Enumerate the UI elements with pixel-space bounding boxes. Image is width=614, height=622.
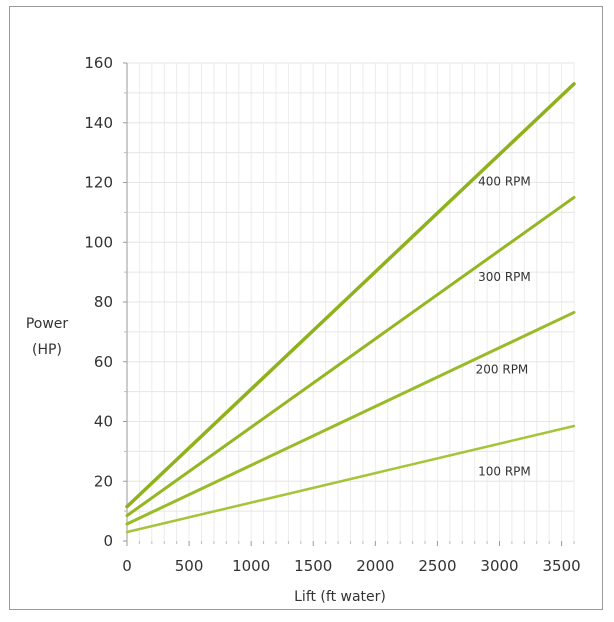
y-tick-label: 0: [103, 532, 113, 550]
y-axis-title-line-2: (HP): [32, 342, 62, 358]
x-tick-label: 2000: [356, 557, 394, 575]
series-line-100-rpm: [125, 424, 576, 534]
x-axis-ticks: 0 500 1000 1500 2000 2500 3000 3500: [122, 541, 581, 575]
y-tick-label: 120: [84, 174, 113, 192]
x-tick-label: 3500: [542, 557, 580, 575]
series-lines: [125, 82, 576, 534]
series-label-100-rpm: 100 RPM: [478, 464, 531, 478]
series-label-400-rpm: 400 RPM: [478, 174, 531, 188]
x-tick-label: 3000: [480, 557, 518, 575]
series-labels: 400 RPM 300 RPM 200 RPM 100 RPM: [476, 174, 531, 478]
x-tick-label: 0: [122, 557, 132, 575]
x-axis-title: Lift (ft water): [294, 589, 386, 605]
y-tick-label: 40: [94, 413, 113, 431]
y-tick-label: 20: [94, 472, 113, 490]
chart-frame: 0 500 1000 1500 2000 2500 3000 3500 0 20 40 60 80 10…: [9, 6, 603, 610]
y-tick-label: 160: [84, 54, 113, 72]
series-line-400-rpm: [125, 82, 576, 509]
x-tick-label: 500: [175, 557, 204, 575]
y-tick-label: 100: [84, 233, 113, 251]
x-tick-label: 1000: [232, 557, 270, 575]
y-tick-label: 60: [94, 353, 113, 371]
series-label-300-rpm: 300 RPM: [478, 270, 531, 284]
x-tick-label: 1500: [294, 557, 332, 575]
x-tick-label: 2500: [418, 557, 456, 575]
series-label-200-rpm: 200 RPM: [476, 363, 529, 377]
series-line-300-rpm: [125, 195, 576, 518]
line-chart: 0 500 1000 1500 2000 2500 3000 3500 0 20 40 60 80 10…: [26, 54, 581, 605]
y-axis-title-line-1: Power: [26, 316, 69, 332]
series-line-200-rpm: [125, 310, 576, 526]
grid: [127, 62, 575, 541]
y-tick-label: 80: [94, 293, 113, 311]
y-axis-ticks: 0 20 40 60 80 100 120 140 160: [84, 54, 127, 550]
y-tick-label: 140: [84, 114, 113, 132]
